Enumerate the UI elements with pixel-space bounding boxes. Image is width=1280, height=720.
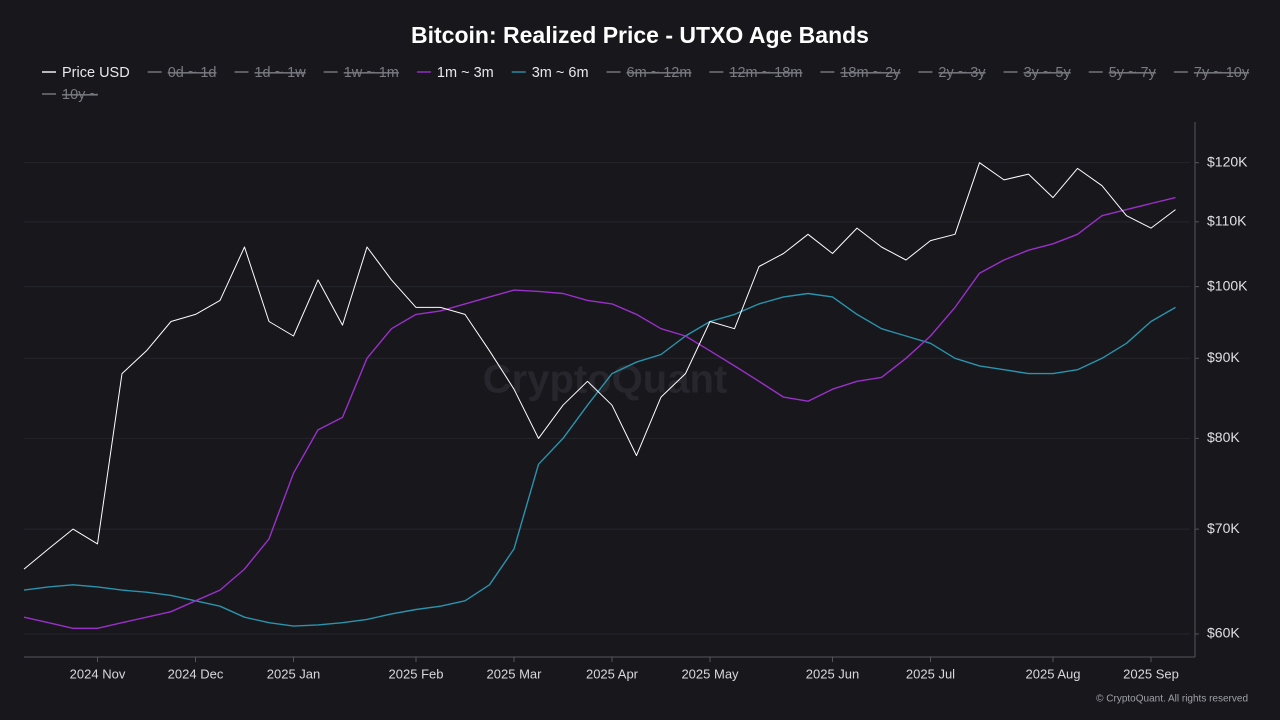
- legend-item: 12m ~ 18m: [709, 65, 802, 81]
- x-tick-label: 2024 Dec: [168, 666, 224, 681]
- legend-label: 3y ~ 5y: [1024, 65, 1072, 81]
- legend-item: 2y ~ 3y: [918, 65, 986, 81]
- legend-label: 12m ~ 18m: [729, 65, 802, 81]
- x-tick-label: 2025 Sep: [1123, 666, 1179, 681]
- legend-label: Price USD: [62, 65, 130, 81]
- series-line: [23, 292, 1176, 627]
- x-tick-label: 2025 Aug: [1026, 666, 1081, 681]
- series-line: [23, 162, 1176, 570]
- y-tick-label: $90K: [1207, 349, 1240, 365]
- chart-title: Bitcoin: Realized Price - UTXO Age Bands: [411, 22, 869, 48]
- legend-label: 1m ~ 3m: [437, 65, 494, 81]
- footer: © CryptoQuant. All rights reserved: [1096, 694, 1248, 705]
- x-tick-label: 2025 Feb: [389, 666, 444, 681]
- y-tick-label: $80K: [1207, 429, 1240, 445]
- legend-item: 3y ~ 5y: [1003, 65, 1072, 81]
- legend-item: 1w ~ 1m: [323, 65, 399, 81]
- legend-item: 5y ~ 7y: [1088, 65, 1157, 81]
- x-tick-label: 2025 Jan: [267, 666, 321, 681]
- legend-label: 3m ~ 6m: [532, 65, 589, 81]
- legend-item: Price USD: [42, 65, 130, 81]
- y-tick-label: $70K: [1207, 520, 1240, 536]
- legend-label: 1d ~ 1w: [254, 65, 306, 81]
- legend-label: 1w ~ 1m: [344, 65, 399, 81]
- legend-label: 2y ~ 3y: [938, 65, 986, 81]
- legend-label: 7y ~ 10y: [1194, 65, 1250, 81]
- y-tick-label: $110K: [1207, 213, 1247, 229]
- legend-label: 6m ~ 12m: [627, 65, 692, 81]
- series-line: [23, 196, 1176, 629]
- watermark: CryptoQuant: [483, 358, 727, 402]
- legend-item: 1d ~ 1w: [234, 65, 306, 81]
- y-tick-label: $100K: [1207, 277, 1248, 293]
- x-tick-label: 2025 Apr: [586, 666, 639, 681]
- x-tick-label: 2025 Mar: [487, 666, 543, 681]
- legend-item: 1m ~ 3m: [416, 65, 494, 81]
- x-tick-label: 2025 Jul: [906, 666, 955, 681]
- legend-item: 6m ~ 12m: [606, 65, 692, 81]
- legend-label: 0d ~ 1d: [168, 65, 217, 81]
- legend-item: 10y ~: [42, 87, 98, 103]
- legend-item: 7y ~ 10y: [1173, 65, 1250, 81]
- x-tick-label: 2024 Nov: [70, 666, 126, 681]
- legend-label: 5y ~ 7y: [1109, 65, 1157, 81]
- legend-item: 0d ~ 1d: [147, 65, 217, 81]
- x-tick-label: 2025 May: [681, 666, 739, 681]
- legend-item: 18m ~ 2y: [820, 65, 901, 81]
- x-tick-label: 2025 Jun: [806, 666, 860, 681]
- y-tick-label: $120K: [1207, 153, 1248, 169]
- legend-item: 3m ~ 6m: [511, 65, 589, 81]
- legend-label: 18m ~ 2y: [840, 65, 901, 81]
- y-tick-label: $60K: [1207, 625, 1240, 641]
- legend-label: 10y ~: [62, 87, 98, 103]
